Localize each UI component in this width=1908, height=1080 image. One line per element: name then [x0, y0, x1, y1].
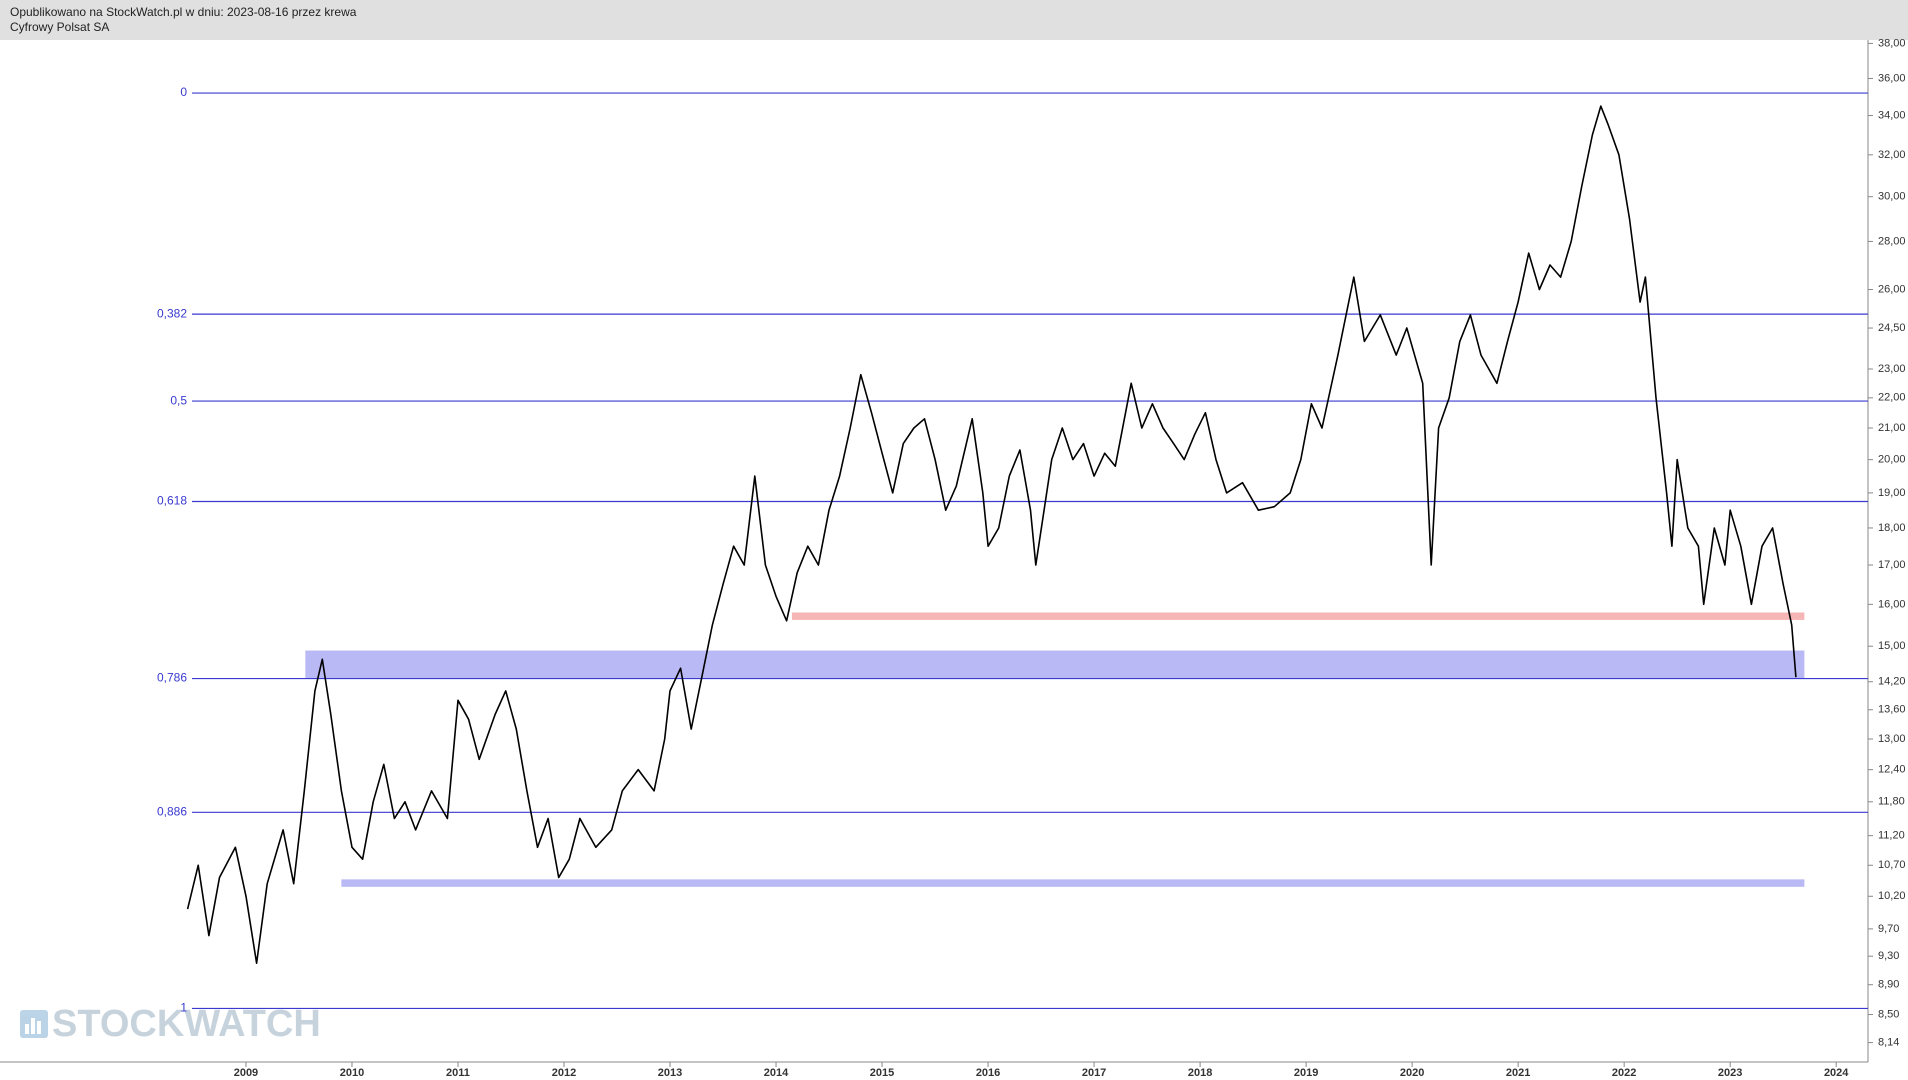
- fib-label: 0: [180, 85, 187, 99]
- x-tick-label: 2018: [1188, 1067, 1212, 1079]
- fib-label: 0,786: [157, 671, 187, 685]
- y-tick-label: 13,60: [1878, 704, 1906, 716]
- y-tick-label: 24,50: [1878, 322, 1906, 334]
- y-tick-label: 32,00: [1878, 149, 1906, 161]
- y-tick-label: 20,00: [1878, 454, 1906, 466]
- chart-title: Cyfrowy Polsat SA: [10, 20, 109, 34]
- y-tick-label: 23,00: [1878, 363, 1906, 375]
- zone: [305, 650, 1805, 679]
- zone: [791, 612, 1805, 620]
- x-tick-label: 2020: [1400, 1067, 1424, 1079]
- x-tick-label: 2014: [764, 1067, 789, 1079]
- x-tick-label: 2015: [870, 1067, 894, 1079]
- y-tick-label: 8,90: [1878, 979, 1899, 991]
- header-bar: [0, 0, 1908, 40]
- fib-label: 1: [180, 1001, 187, 1015]
- y-tick-label: 10,70: [1878, 859, 1906, 871]
- y-tick-label: 19,00: [1878, 487, 1906, 499]
- y-tick-label: 11,20: [1878, 830, 1905, 842]
- x-tick-label: 2024: [1824, 1067, 1849, 1079]
- x-tick-label: 2009: [234, 1067, 258, 1079]
- y-tick-label: 22,00: [1878, 392, 1906, 404]
- y-tick-label: 14,20: [1878, 676, 1906, 688]
- x-tick-label: 2021: [1506, 1067, 1530, 1079]
- y-tick-label: 12,40: [1878, 764, 1906, 776]
- y-tick-label: 30,00: [1878, 191, 1906, 203]
- x-tick-label: 2012: [552, 1067, 576, 1079]
- fib-label: 0,618: [157, 494, 187, 508]
- y-tick-label: 16,00: [1878, 598, 1906, 610]
- y-tick-label: 34,00: [1878, 109, 1906, 121]
- y-tick-label: 13,00: [1878, 733, 1906, 745]
- y-tick-label: 9,30: [1878, 950, 1899, 962]
- fib-label: 0,382: [157, 306, 187, 320]
- y-tick-label: 26,00: [1878, 283, 1906, 295]
- y-tick-label: 8,50: [1878, 1008, 1899, 1020]
- watermark: STOCKWATCH: [52, 1003, 321, 1045]
- y-tick-label: 36,00: [1878, 72, 1906, 84]
- y-tick-label: 15,00: [1878, 640, 1906, 652]
- published-note: Opublikowano na StockWatch.pl w dniu: 20…: [10, 5, 357, 19]
- zone: [341, 879, 1805, 887]
- x-tick-label: 2017: [1082, 1067, 1106, 1079]
- y-tick-label: 9,70: [1878, 923, 1899, 935]
- watermark-logo: [20, 1010, 48, 1038]
- x-tick-label: 2016: [976, 1067, 1000, 1079]
- y-tick-label: 10,20: [1878, 890, 1906, 902]
- x-tick-label: 2023: [1718, 1067, 1742, 1079]
- price-line: [186, 105, 1797, 964]
- x-tick-label: 2022: [1612, 1067, 1636, 1079]
- y-tick-label: 28,00: [1878, 235, 1906, 247]
- fib-label: 0,5: [170, 393, 187, 407]
- x-tick-label: 2010: [340, 1067, 364, 1079]
- x-tick-label: 2019: [1294, 1067, 1318, 1079]
- y-tick-label: 21,00: [1878, 422, 1906, 434]
- fib-label: 0,886: [157, 805, 187, 819]
- y-tick-label: 11,80: [1878, 796, 1905, 808]
- x-tick-label: 2011: [446, 1067, 470, 1079]
- x-tick-label: 2013: [658, 1067, 682, 1079]
- y-tick-label: 38,00: [1878, 37, 1906, 49]
- y-tick-label: 18,00: [1878, 522, 1906, 534]
- y-tick-label: 8,14: [1878, 1036, 1899, 1048]
- y-tick-label: 17,00: [1878, 559, 1906, 571]
